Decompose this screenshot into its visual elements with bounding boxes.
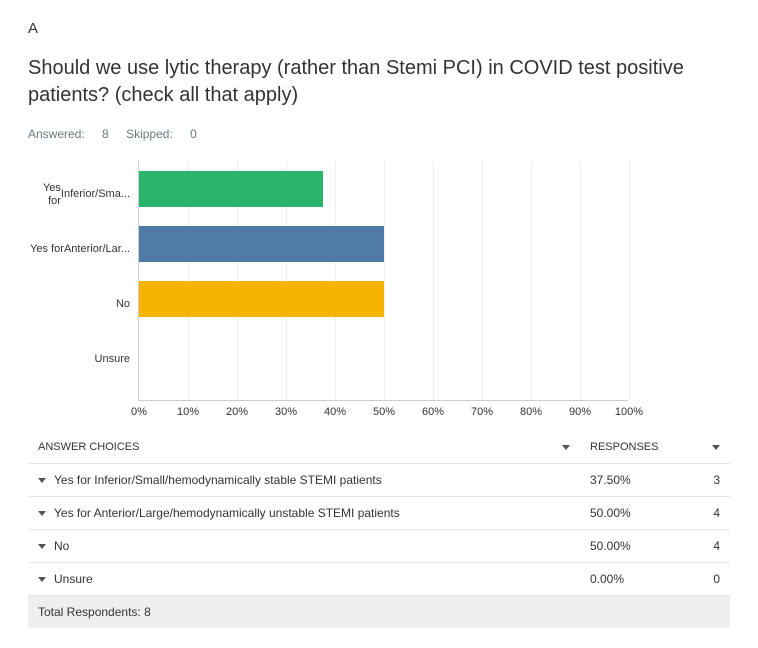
choice-cell: Unsure [28,563,580,596]
panel-label: A [28,20,730,37]
y-axis-label: Unsure [28,332,138,387]
x-axis: 0%10%20%30%40%50%60%70%80%90%100% [139,400,628,420]
chart-bar[interactable] [139,171,323,207]
choice-cell: Yes for Inferior/Small/hemodynamically s… [28,464,580,497]
table-row[interactable]: No 50.00%4 [28,530,730,563]
chart-bar[interactable] [139,226,384,262]
y-axis-label: No [28,277,138,332]
gridline [629,161,630,400]
x-tick-label: 70% [471,406,493,418]
x-tick-label: 80% [520,406,542,418]
response-count: 4 [676,530,730,563]
response-pct: 50.00% [580,530,676,563]
table-row[interactable]: Unsure 0.00%0 [28,563,730,596]
answered-value: 8 [102,127,109,141]
col-header-choices-label: ANSWER CHOICES [38,441,139,453]
x-tick-label: 60% [422,406,444,418]
total-row: Total Respondents: 8 [28,596,730,629]
total-label: Total Respondents: 8 [28,596,730,629]
x-tick-label: 40% [324,406,346,418]
response-pct: 50.00% [580,497,676,530]
plot-area: 0%10%20%30%40%50%60%70%80%90%100% [138,161,628,401]
caret-down-icon [38,544,46,549]
table-row[interactable]: Yes for Anterior/Large/hemodynamically u… [28,497,730,530]
x-tick-label: 20% [226,406,248,418]
response-count: 0 [676,563,730,596]
x-tick-label: 50% [373,406,395,418]
response-pct: 37.50% [580,464,676,497]
bar-row [139,161,628,216]
choice-label: Unsure [54,572,93,586]
y-axis-labels: Yes forInferior/Sma...Yes forAnterior/La… [28,161,138,401]
choice-cell: Yes for Anterior/Large/hemodynamically u… [28,497,580,530]
choice-label: Yes for Inferior/Small/hemodynamically s… [54,473,382,487]
x-tick-label: 30% [275,406,297,418]
choice-label: Yes for Anterior/Large/hemodynamically u… [54,506,400,520]
bar-chart: Yes forInferior/Sma...Yes forAnterior/La… [28,161,730,401]
col-header-choices[interactable]: ANSWER CHOICES [28,431,580,464]
col-header-responses[interactable]: RESPONSES [580,431,730,464]
x-tick-label: 0% [131,406,147,418]
question-title: Should we use lytic therapy (rather than… [28,55,730,109]
choice-cell: No [28,530,580,563]
y-axis-label: Yes forAnterior/Lar... [28,222,138,277]
response-pct: 0.00% [580,563,676,596]
table-row[interactable]: Yes for Inferior/Small/hemodynamically s… [28,464,730,497]
bar-row [139,271,628,326]
response-meta: Answered: 8 Skipped: 0 [28,127,730,141]
caret-down-icon [38,577,46,582]
x-tick-label: 90% [569,406,591,418]
caret-down-icon [712,445,720,450]
results-table: ANSWER CHOICES RESPONSES Yes for Inferio… [28,431,730,628]
x-tick-label: 10% [177,406,199,418]
bar-row [139,326,628,381]
y-axis-label: Yes forInferior/Sma... [28,167,138,222]
response-count: 4 [676,497,730,530]
skipped-value: 0 [190,127,197,141]
caret-down-icon [562,445,570,450]
caret-down-icon [38,511,46,516]
bar-row [139,216,628,271]
caret-down-icon [38,478,46,483]
response-count: 3 [676,464,730,497]
skipped-label: Skipped: [126,127,173,141]
col-header-responses-label: RESPONSES [590,441,658,453]
answered-label: Answered: [28,127,85,141]
choice-label: No [54,539,69,553]
chart-bar[interactable] [139,281,384,317]
x-tick-label: 100% [615,406,643,418]
